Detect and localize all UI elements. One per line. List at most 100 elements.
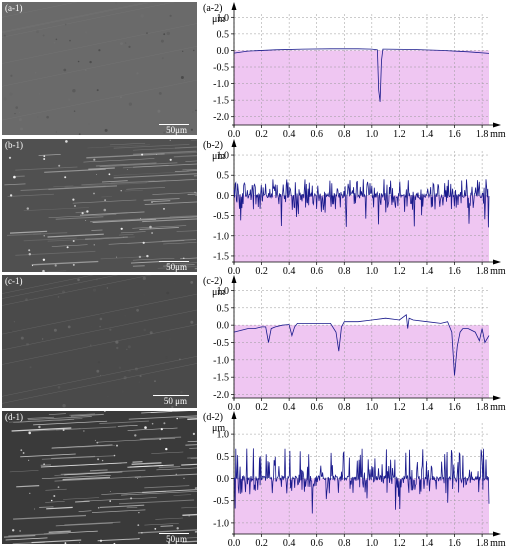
x-tick-label: 0.0 [228,129,241,140]
x-tick-label: 1.6 [448,402,461,413]
y-axis-arrow [231,139,237,147]
x-tick-label: 0.2 [255,266,268,277]
x-tick-label: 1.8 [476,266,489,277]
y-tick-label: 0.0 [217,474,230,485]
y-tick-label: 0.5 [217,303,230,314]
y-axis-arrow [231,411,237,419]
y-tick-label: -1.0 [213,79,229,90]
profile-series-line [233,314,490,376]
x-tick-label: 0.6 [310,402,323,413]
profile-series-line [233,179,490,228]
x-unit-label: mm [490,129,506,140]
x-tick-label: 0.4 [283,402,296,413]
sem-image-d1: (d-1) 50μm [2,411,197,544]
y-tick-label: -1.0 [213,231,229,242]
y-unit-label: μm [212,287,225,298]
panel-label: (a-2) [203,3,222,14]
sem-texture [2,275,197,408]
y-tick-label: -0.5 [213,496,229,507]
x-tick-label: 0.4 [283,129,296,140]
sem-image-b1: (b-1) 50μm [2,139,197,272]
panel-label: (c-2) [203,276,222,287]
x-tick-label: 1.6 [448,266,461,277]
y-tick-label: 0.0 [217,191,230,202]
y-tick-label: 1.0 [217,151,230,162]
scale-text: 50μm [166,534,187,544]
y-tick-label: -1.0 [213,355,229,366]
x-tick-label: 0.8 [338,129,351,140]
sem-texture [2,139,197,272]
y-unit-label: μm [212,151,225,162]
x-tick-label: 1.8 [476,129,489,140]
scale-bar [159,533,189,534]
y-axis-arrow [231,2,237,10]
profile-series-line [233,48,490,102]
x-tick-label: 0.0 [228,266,241,277]
sem-image-a1: (a-1) 50μm [2,2,197,135]
x-tick-label: 1.2 [393,538,406,549]
material-fill [234,50,489,125]
y-tick-label: 1.0 [217,430,230,441]
y-tick-label: -0.5 [213,211,229,222]
x-axis-arrow [493,259,501,265]
x-tick-label: 1.6 [448,538,461,549]
profile-chart: 1.0 0.5 0.0 -0.5 -1.0 -1.5 -2.0 0.0 0.2 0.4 0.6 0.8… [203,2,506,140]
x-tick-label: 1.4 [421,538,434,549]
x-tick-label: 1.4 [421,129,434,140]
sem-texture [2,2,197,135]
x-unit-label: mm [490,402,506,413]
material-fill [234,195,489,262]
x-axis-arrow [493,395,501,401]
x-tick-label: 1.4 [421,402,434,413]
profile-chart: 1.0 0.5 0.0 -0.5 -1.0 -1.5 0.0 0.2 0.4 0.6 0.8 1.0 1… [203,139,506,277]
y-tick-label: -1.0 [213,518,229,529]
x-tick-label: 0.8 [338,402,351,413]
x-tick-label: 0.0 [228,402,241,413]
x-tick-label: 0.6 [310,266,323,277]
x-tick-label: 1.0 [366,538,379,549]
x-tick-label: 0.8 [338,538,351,549]
y-tick-label: -1.5 [213,373,229,384]
y-tick-label: 0.5 [217,29,230,40]
x-tick-label: 0.0 [228,538,241,549]
scale-text: 50μm [166,125,187,135]
y-tick-label: 1.0 [217,286,230,297]
scale-bar [153,395,189,396]
panel-label: (d-2) [203,412,223,423]
y-tick-label: -2.0 [213,112,229,123]
y-tick-label: -1.5 [213,251,229,262]
sem-texture [2,411,197,544]
x-unit-label: mm [490,266,506,277]
x-tick-label: 1.2 [393,129,406,140]
x-tick-label: 1.2 [393,266,406,277]
y-unit-label: μm [212,14,225,25]
x-tick-label: 0.6 [310,129,323,140]
sem-image-c1: (c-1) 50 μm [2,275,197,408]
x-tick-label: 0.2 [255,402,268,413]
sem-label: (c-1) [5,276,23,286]
profile-series-line [233,448,490,514]
scale-bar [159,261,189,262]
y-tick-label: -2.0 [213,390,229,401]
y-tick-label: -0.5 [213,63,229,74]
sem-label: (a-1) [5,3,23,13]
x-tick-label: 0.4 [283,538,296,549]
x-tick-label: 0.4 [283,266,296,277]
x-tick-label: 0.8 [338,266,351,277]
material-fill [234,478,489,534]
y-axis-arrow [231,275,237,283]
x-axis-arrow [493,122,501,128]
sem-label: (d-1) [5,412,23,422]
y-tick-label: 0.5 [217,171,230,182]
x-tick-label: 1.0 [366,266,379,277]
scale-text: 50μm [166,262,187,272]
x-tick-label: 1.4 [421,266,434,277]
y-unit-label: μm [212,423,225,434]
y-tick-label: 0.0 [217,321,230,332]
x-tick-label: 1.0 [366,402,379,413]
x-tick-label: 1.8 [476,538,489,549]
scale-bar [159,124,189,125]
x-unit-label: mm [490,538,506,549]
x-tick-label: 0.2 [255,538,268,549]
